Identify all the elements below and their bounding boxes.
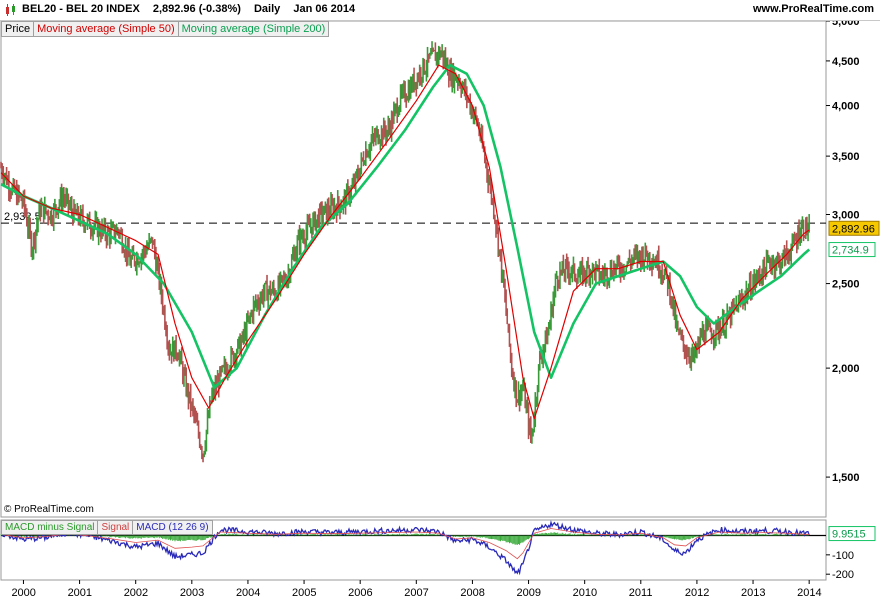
x-tick-label: 2001 [68,587,92,599]
x-tick-label: 2012 [685,587,709,599]
date-label: Jan 06 2014 [293,3,356,15]
x-tick-label: 2004 [236,587,260,599]
x-tick-label: 2003 [180,587,204,599]
x-tick-label: 2002 [124,587,148,599]
price-panel [0,20,827,518]
ma200-value-box [828,242,876,258]
legend-ma200[interactable]: Moving average (Simple 200) [181,23,326,35]
x-tick-label: 2005 [292,587,316,599]
x-tick-label: 2000 [11,587,35,599]
x-tick-label: 2009 [517,587,541,599]
macd-y-tick-label: -200 [832,569,854,581]
signal-line [0,528,810,560]
legend-price[interactable]: Price [2,22,35,36]
ma50-line [0,64,810,420]
y-tick-label: 4,500 [832,56,860,68]
reference-line-label: 2,932.5 [4,211,41,223]
period-label: Daily [253,3,281,15]
site-brand[interactable]: www.ProRealTime.com [752,3,874,15]
last-price-box [828,220,880,236]
x-tick-label: 2014 [797,587,821,599]
y-tick-label: 4,000 [832,101,860,113]
copyright-text: © ProRealTime.com [4,504,94,515]
y-tick-label: 3,000 [832,210,860,222]
ticker-name: BEL20 - BEL 20 INDEX [22,3,140,15]
price-legend: Price Moving average (Simple 50) Moving … [1,21,330,37]
chart-header: BEL20 - BEL 20 INDEX 2,892.96 (-0.38%) D… [0,0,880,21]
macd-line [0,520,810,576]
last-price-label: 2,892.96 [832,223,875,235]
ma200-value-label: 2,734.9 [832,245,869,257]
legend-macd-hist[interactable]: MACD minus Signal [2,521,99,534]
x-tick-label: 2013 [741,587,765,599]
macd-legend: MACD minus Signal Signal MACD (12 26 9) [1,520,213,535]
macd-y-tick-label: -100 [832,550,854,562]
y-tick-label: 1,500 [832,472,860,484]
legend-macd-line[interactable]: MACD (12 26 9) [136,522,209,533]
y-tick-label: 2,000 [832,363,860,375]
legend-ma50[interactable]: Moving average (Simple 50) [34,22,179,36]
x-tick-label: 2010 [573,587,597,599]
x-tick-label: 2006 [348,587,372,599]
y-tick-label: 3,500 [832,151,860,163]
candlestick-icon [6,4,15,16]
x-tick-label: 2007 [404,587,428,599]
chart-title: BEL20 - BEL 20 INDEX 2,892.96 (-0.38%) D… [22,3,365,15]
y-tick-label: 2,500 [832,279,860,291]
last-quote: 2,892.96 (-0.38%) [152,3,241,15]
x-tick-label: 2008 [460,587,484,599]
macd-value-box [828,526,876,542]
x-tick-label: 2011 [629,587,653,599]
ma200-line [0,63,811,389]
macd-value-label: 9.9515 [832,529,866,541]
legend-macd-signal[interactable]: Signal [98,521,134,534]
